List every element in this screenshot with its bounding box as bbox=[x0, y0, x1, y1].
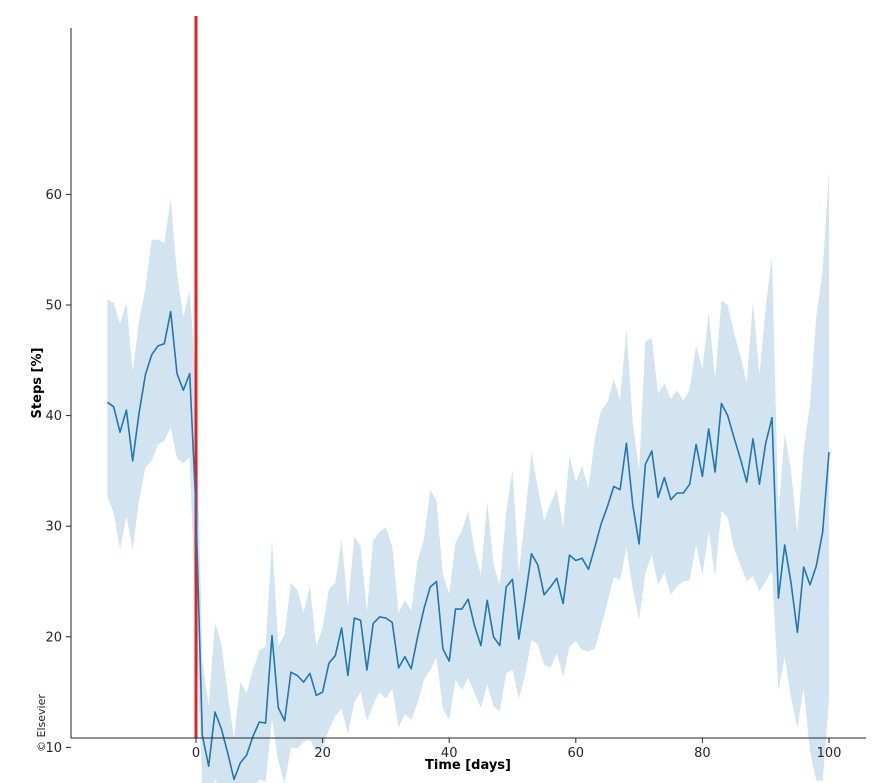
plot-area bbox=[106, 16, 830, 783]
x-tick-label: 80 bbox=[694, 746, 711, 761]
x-tick-label: 40 bbox=[441, 746, 458, 761]
y-axis-ticks: 10 20 30 40 50 60 bbox=[45, 188, 71, 756]
y-tick-label: 20 bbox=[45, 630, 62, 645]
x-tick-label: 20 bbox=[314, 746, 331, 761]
x-tick-label: 100 bbox=[817, 746, 842, 761]
x-tick-label: 60 bbox=[568, 746, 585, 761]
copyright-watermark: © Elsevier bbox=[35, 694, 48, 752]
y-tick-label: 60 bbox=[45, 188, 62, 203]
y-tick-label: 30 bbox=[45, 520, 62, 535]
y-tick-label: 10 bbox=[45, 741, 62, 756]
y-axis-title: Steps [%] bbox=[30, 348, 45, 419]
x-axis-title: Time [days] bbox=[425, 758, 511, 773]
y-tick-label: 50 bbox=[45, 299, 62, 314]
axes: 10 20 30 40 50 60 0 20 40 60 80 100 bbox=[45, 28, 866, 761]
mean-series-line bbox=[106, 310, 830, 781]
x-tick-label: 0 bbox=[192, 746, 200, 761]
y-tick-label: 40 bbox=[45, 409, 62, 424]
x-axis-ticks: 0 20 40 60 80 100 bbox=[192, 738, 842, 761]
confidence-band bbox=[107, 171, 829, 783]
